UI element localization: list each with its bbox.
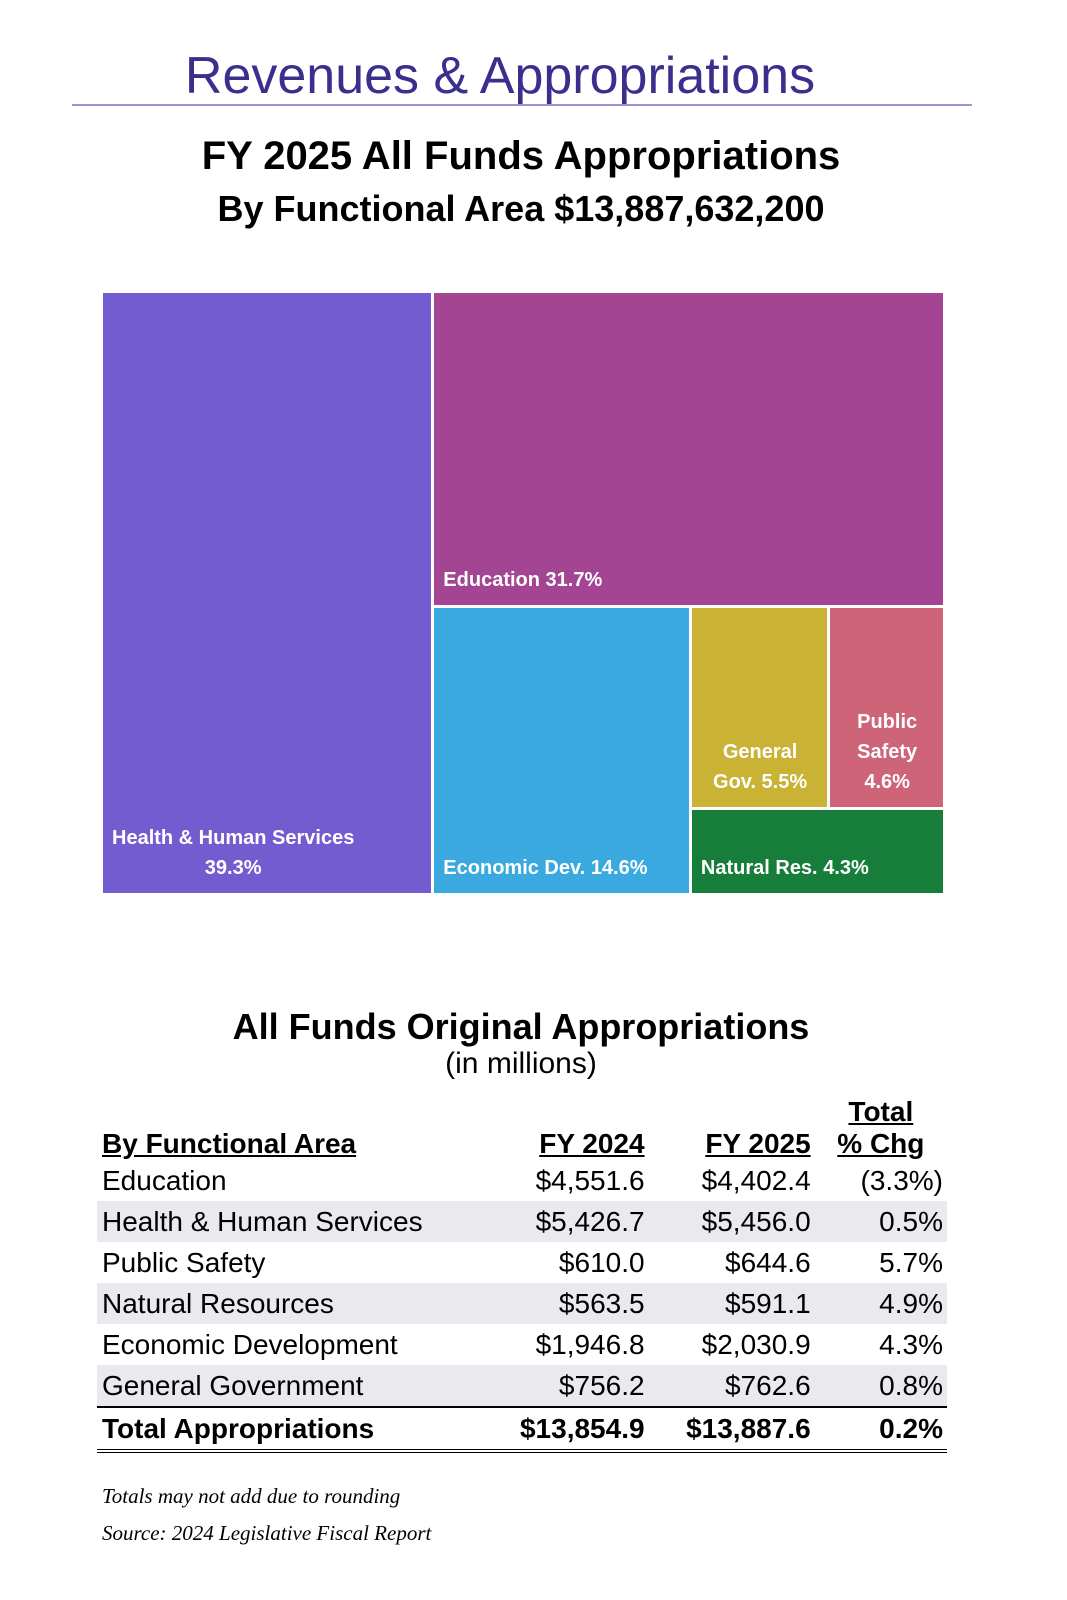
column-header-text: FY 2025 xyxy=(705,1128,811,1159)
total-cell: 0.2% xyxy=(814,1406,947,1453)
table-title: All Funds Original Appropriations xyxy=(232,1006,810,1047)
title-rule xyxy=(72,104,972,106)
table-cell: $610.0 xyxy=(558,1246,645,1278)
value-label: 39.3% xyxy=(204,857,262,879)
category-label: Natural Res. xyxy=(700,856,818,879)
table-row: Public Safety $610.0 $644.6 5.7% xyxy=(97,1242,947,1283)
table-cell: (3.3%) xyxy=(860,1164,943,1196)
category-label: Education xyxy=(443,568,540,591)
value-label: 4.3% xyxy=(823,856,869,879)
column-header-text: % Chg xyxy=(837,1128,925,1159)
table-cell: 5.7% xyxy=(879,1246,943,1278)
column-header: FY 2025 xyxy=(649,1096,815,1160)
table-cell: 0.5% xyxy=(814,1201,947,1242)
table-row: Natural Resources $563.5 $591.1 4.9% xyxy=(97,1283,947,1324)
treemap-label: Economic Dev. 14.6% xyxy=(443,853,647,883)
treemap-label: Natural Res. 4.3% xyxy=(701,853,869,883)
treemap-cell: Natural Res. 4.3% xyxy=(691,809,943,893)
treemap-cell: Health & Human Services 39.3% xyxy=(103,293,432,893)
table-cell: Health & Human Services xyxy=(97,1201,493,1242)
column-header: Total% Chg xyxy=(815,1096,947,1160)
note: Totals may not add due to rounding xyxy=(102,1484,401,1508)
table-row: General Government $756.2 $762.6 0.8% xyxy=(97,1365,947,1407)
category-label: Health & Human Services xyxy=(112,827,355,849)
table-cell: Education xyxy=(102,1164,227,1196)
table-cell: $563.5 xyxy=(492,1283,649,1324)
table-cell: $5,456.0 xyxy=(648,1201,815,1242)
column-header: By Functional Area xyxy=(97,1096,492,1160)
chart-title: FY 2025 All Funds Appropriations xyxy=(201,134,841,178)
header-row: By Functional Area FY 2024 FY 2025 Total% C… xyxy=(97,1096,947,1160)
table-row: Economic Development $1,946.8 $2,030.9 4.3% xyxy=(97,1324,947,1365)
value-label: 14.6% xyxy=(590,856,648,879)
table-cell: $1,946.8 xyxy=(535,1328,645,1360)
table-cell: $591.1 xyxy=(648,1283,815,1324)
category-label: General Gov. xyxy=(713,740,798,793)
table-cell: Natural Resources xyxy=(97,1283,493,1324)
treemap-cell: Public Safety 4.6% xyxy=(830,607,943,807)
page-title: Revenues & Appropriations xyxy=(184,47,816,105)
total-cell: Total Appropriations xyxy=(97,1406,493,1453)
value-label: 31.7% xyxy=(545,568,603,591)
table-cell: General Government xyxy=(97,1365,493,1407)
value-label: 5.5% xyxy=(761,770,808,793)
category-label: Economic Dev. xyxy=(443,856,586,879)
treemap-cell: Economic Dev. 14.6% xyxy=(434,607,689,893)
appropriations-table: By Functional Area FY 2024 FY 2025 Total% C… xyxy=(97,1096,947,1453)
table-subtitle: (in millions) xyxy=(445,1047,597,1080)
table-cell: $756.2 xyxy=(492,1365,649,1407)
value-label: 4.6% xyxy=(864,770,910,793)
table-cell: Economic Development xyxy=(102,1328,398,1360)
column-header-text: FY 2024 xyxy=(539,1128,645,1159)
treemap-label: Public Safety 4.6% xyxy=(847,707,927,797)
note: Source: 2024 Legislative Fiscal Report xyxy=(102,1521,432,1545)
treemap-label: Education 31.7% xyxy=(443,565,602,595)
table-cell: 4.9% xyxy=(814,1283,947,1324)
treemap-label: Health & Human Services 39.3% xyxy=(112,823,354,883)
table-cell: $2,030.9 xyxy=(701,1328,811,1360)
table-row: Health & Human Services $5,426.7 $5,456.0 0… xyxy=(97,1201,947,1242)
treemap-cell: General Gov. 5.5% xyxy=(691,607,828,807)
total-cell: $13,854.9 xyxy=(492,1406,649,1453)
column-header: FY 2024 xyxy=(492,1096,648,1160)
table-cell: $5,426.7 xyxy=(492,1201,649,1242)
table-cell: 0.8% xyxy=(814,1365,947,1407)
table-row: Education $4,551.6 $4,402.4 (3.3%) xyxy=(97,1160,947,1201)
treemap-cell: Education 31.7% xyxy=(434,293,943,605)
total-cell: $13,887.6 xyxy=(648,1406,815,1453)
table-cell: $4,402.4 xyxy=(701,1164,811,1196)
table-cell: $762.6 xyxy=(648,1365,815,1407)
column-group-header: Total xyxy=(848,1096,914,1127)
column-header-text: By Functional Area xyxy=(102,1128,357,1159)
table-cell: $644.6 xyxy=(725,1246,811,1278)
table-cell: Public Safety xyxy=(102,1246,266,1278)
treemap-label: General Gov. 5.5% xyxy=(708,737,813,797)
table-cell: 4.3% xyxy=(879,1328,943,1360)
chart-subtitle: By Functional Area $13,887,632,200 xyxy=(217,188,825,229)
category-label: Public Safety xyxy=(857,710,918,763)
total-row: Total Appropriations $13,854.9 $13,887.6 0.… xyxy=(97,1406,947,1453)
table-cell: $4,551.6 xyxy=(535,1164,645,1196)
